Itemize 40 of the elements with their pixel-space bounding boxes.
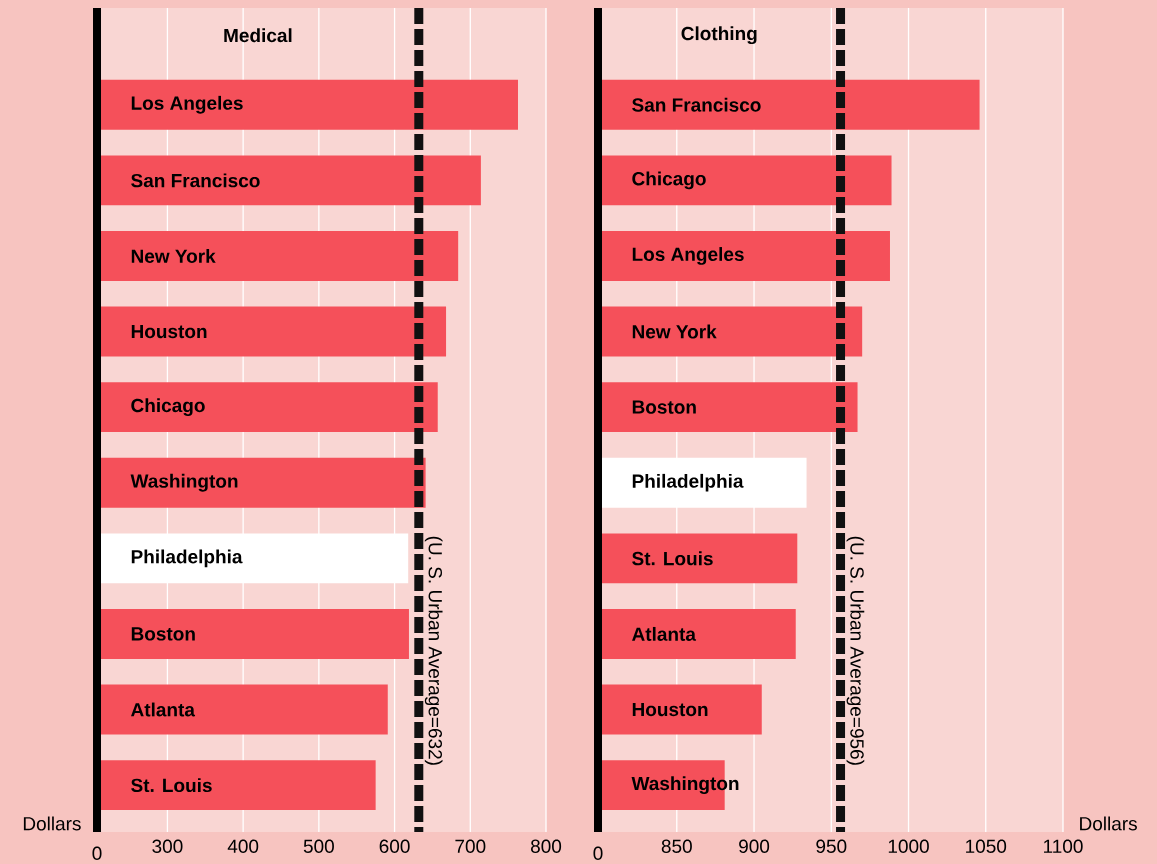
- y-tick-label: San Francisco: [632, 97, 761, 112]
- y-tick-label: Chicago: [632, 171, 706, 190]
- x-tick-label: 400: [227, 839, 259, 853]
- y-tick-label: Boston: [131, 627, 195, 641]
- x-axis-title: Dollars: [1080, 816, 1137, 831]
- y-tick-label: New York: [131, 248, 216, 263]
- y-tick-label: Houston: [131, 324, 207, 339]
- y-tick-label: Los Angeles: [131, 95, 243, 114]
- y-tick-label: Philadelphia: [632, 473, 744, 492]
- x-tick-label: 900: [739, 839, 770, 853]
- ref-line-label: (U. S. Urban Average=956): [846, 536, 865, 765]
- x-tick-label: 950: [816, 839, 847, 853]
- y-tick-label: Washington: [130, 473, 238, 492]
- text: 0: [92, 846, 102, 860]
- y-tick-label: Houston: [632, 702, 708, 717]
- x-tick-label: 850: [661, 839, 692, 853]
- text: Clothing: [681, 26, 757, 45]
- x-tick-label: 700: [455, 839, 486, 853]
- x-tick-label: 600: [379, 839, 410, 853]
- text: Medical: [224, 28, 292, 43]
- x-tick-label: 1050: [966, 839, 1007, 853]
- y-tick-label: San Francisco: [131, 173, 260, 188]
- x-tick-label: 1100: [1044, 839, 1083, 853]
- ref-line-label: (U. S. Urban Average=632): [424, 536, 443, 765]
- y-tick-label: Chicago: [131, 398, 205, 417]
- y-tick-label: St. Louis: [131, 778, 212, 793]
- x-axis-title: Dollars: [23, 816, 81, 831]
- y-tick-label: New York: [632, 324, 717, 339]
- x-tick-label: 800: [530, 839, 562, 853]
- y-tick-label: Boston: [632, 400, 696, 414]
- y-tick-label: Washington: [631, 776, 739, 795]
- y-tick-label: Atlanta: [131, 702, 196, 717]
- text: 0: [593, 846, 603, 860]
- y-tick-label: Atlanta: [632, 626, 697, 641]
- y-tick-label: St. Louis: [632, 551, 713, 566]
- y-tick-label: Los Angeles: [632, 247, 744, 265]
- x-tick-label: 300: [152, 839, 183, 853]
- y-tick-label: Philadelphia: [131, 549, 243, 568]
- x-tick-label: 500: [303, 839, 334, 853]
- x-tick-label: 1000: [888, 839, 929, 853]
